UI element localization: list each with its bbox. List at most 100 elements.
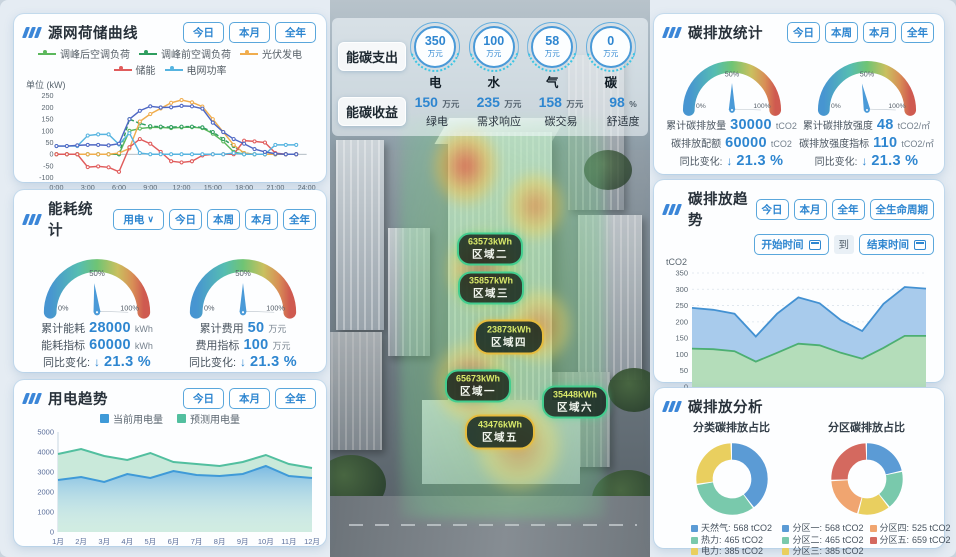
gauge-dial: 50% 0% 100% (189, 259, 297, 319)
time-filter-today[interactable]: 今日 (183, 388, 224, 409)
panel-title: 用电趋势 (48, 392, 108, 408)
energy-heatmap-overlay (400, 118, 605, 518)
zone-label[interactable]: 65673kWh 区域一 (444, 369, 512, 403)
income-item: 235 万元 需求响应 (468, 94, 530, 129)
svg-text:0: 0 (50, 150, 54, 159)
panel-emission-stats: 碳排放统计 今日 本周 本月 全年 50% 0% 100% 累计碳排放量 30000 t… (654, 14, 944, 174)
down-arrow-icon: ↓ (861, 154, 868, 168)
zone-energy-value: 35448kWh (552, 389, 598, 400)
time-filter-today[interactable]: 今日 (169, 208, 202, 230)
dropdown-value: 用电 (123, 213, 145, 226)
zone-label[interactable]: 35448kWh 区域六 (541, 385, 609, 419)
svg-text:0%: 0% (204, 303, 215, 312)
zone-donut-chart (830, 443, 903, 515)
zone-label[interactable]: 63573kWh 区域二 (456, 232, 524, 266)
time-filter-today[interactable]: 今日 (183, 22, 224, 43)
svg-text:6:00: 6:00 (112, 183, 126, 192)
emission-trend-chart: 050100150200250300350JanFebMarAprMayJunJ… (675, 269, 932, 402)
svg-text:9月: 9月 (237, 537, 249, 546)
end-date-picker[interactable]: 结束时间 (859, 234, 934, 255)
gauge-emission-total: 50% 0% 100% 累计碳排放量 30000 tCO2 碳排放配额 60000 tCO2… (664, 47, 799, 171)
svg-text:300: 300 (675, 285, 688, 294)
time-filter-today[interactable]: 今日 (787, 22, 820, 43)
svg-text:0: 0 (684, 383, 688, 392)
expense-item: 58 万元 气 (524, 22, 580, 91)
stat-value: 48 (876, 117, 894, 133)
time-filter-year[interactable]: 全年 (275, 388, 316, 409)
load-curve-chart: 250 200 150 100 50 0 -50 -1000:00 3:00 6:00 9:00 12… (39, 91, 316, 192)
legend-item[interactable]: 光伏发电 (240, 46, 302, 61)
svg-text:12:00: 12:00 (173, 183, 191, 192)
stat-label: 费用指标 (195, 340, 240, 352)
svg-text:-100: -100 (39, 173, 53, 182)
power-trend-legend[interactable]: 当前用电量 预测用电量 (24, 411, 316, 426)
yoy-value: 21.3 % (104, 354, 151, 370)
svg-text:150: 150 (42, 115, 54, 124)
svg-text:2000: 2000 (37, 488, 54, 497)
stat-value: 110 (873, 135, 898, 151)
svg-text:50: 50 (46, 138, 54, 147)
time-filter-month[interactable]: 本月 (245, 208, 278, 230)
time-filter-year[interactable]: 全年 (901, 22, 934, 43)
legend-item[interactable]: 电网功率 (164, 62, 227, 77)
time-filter-month[interactable]: 本月 (229, 22, 270, 43)
legend-item[interactable]: 调峰前空调负荷 (139, 46, 231, 61)
time-filter-week[interactable]: 本周 (825, 22, 858, 43)
energy-type-dropdown[interactable]: 用电 ∨ (113, 208, 164, 230)
stat-value: 60000 (89, 337, 131, 353)
svg-text:1月: 1月 (52, 537, 64, 546)
svg-text:200: 200 (675, 317, 688, 326)
expense-category: 碳 (604, 76, 617, 90)
zone-label[interactable]: 23873kWh 区域四 (473, 319, 545, 355)
time-filter-week[interactable]: 本周 (207, 208, 240, 230)
time-filter-today[interactable]: 今日 (755, 198, 789, 220)
panel-bars-icon (21, 27, 43, 38)
panel-title: 碳排放趋势 (688, 192, 748, 229)
legend-item: 分区五: 659 tCO2 (869, 535, 951, 547)
time-filter-year[interactable]: 全年 (831, 198, 865, 220)
category-donut-legend: 天然气: 568 tCO2 热力: 465 tCO2 电力: 385 tCO2 (690, 523, 772, 557)
date-range-separator: 到 (833, 235, 854, 254)
time-filter-month[interactable]: 本月 (793, 198, 827, 220)
svg-text:2月: 2月 (75, 537, 87, 546)
calendar-icon (914, 239, 926, 250)
y-axis-unit-label: 单位 (kW) (26, 80, 66, 90)
stat-label: 累计能耗 (41, 323, 86, 335)
legend-item[interactable]: 储能 (113, 62, 156, 77)
svg-text:50%: 50% (235, 269, 251, 278)
svg-text:3:00: 3:00 (81, 183, 95, 192)
stat-value: 30000 (730, 117, 772, 133)
legend-item: 分区三: 385 tCO2 (782, 546, 864, 557)
time-filter-lifecycle[interactable]: 全生命周期 (869, 198, 934, 220)
stat-value: 60000 (725, 135, 767, 151)
svg-text:5月: 5月 (145, 537, 157, 546)
zone-label[interactable]: 43476kWh 区域五 (464, 414, 536, 450)
income-item: 98 % 舒适度 (592, 94, 650, 129)
time-filter-month[interactable]: 本月 (229, 388, 270, 409)
time-filter-month[interactable]: 本月 (863, 22, 896, 43)
income-value: 235 (476, 94, 500, 110)
expense-circle: 0 万元 (589, 26, 632, 68)
yoy-label: 同比变化: (679, 157, 723, 168)
legend-item: 分区一: 568 tCO2 (782, 523, 864, 535)
svg-text:0%: 0% (831, 103, 841, 110)
panel-title: 源网荷储曲线 (48, 26, 138, 42)
svg-text:350: 350 (675, 269, 688, 278)
down-arrow-icon: ↓ (726, 154, 733, 168)
stat-label: 碳排放强度指标 (799, 139, 870, 150)
legend-item[interactable]: 预测用电量 (177, 411, 240, 426)
income-value: 158 (538, 94, 562, 110)
time-filter-year[interactable]: 全年 (283, 208, 316, 230)
svg-text:7月: 7月 (191, 537, 203, 546)
load-curve-legend[interactable]: 调峰后空调负荷 调峰前空调负荷 光伏发电储能 电网功率 (24, 46, 316, 77)
time-filter-year[interactable]: 全年 (275, 22, 316, 43)
legend-item[interactable]: 调峰后空调负荷 (38, 46, 130, 61)
expense-item: 350 万元 电 (407, 22, 463, 91)
legend-item: 热力: 465 tCO2 (690, 535, 772, 547)
legend-item[interactable]: 当前用电量 (100, 411, 163, 426)
svg-text:3000: 3000 (37, 468, 54, 477)
zone-label[interactable]: 35857kWh 区域三 (457, 271, 525, 305)
start-date-picker[interactable]: 开始时间 (753, 234, 829, 255)
